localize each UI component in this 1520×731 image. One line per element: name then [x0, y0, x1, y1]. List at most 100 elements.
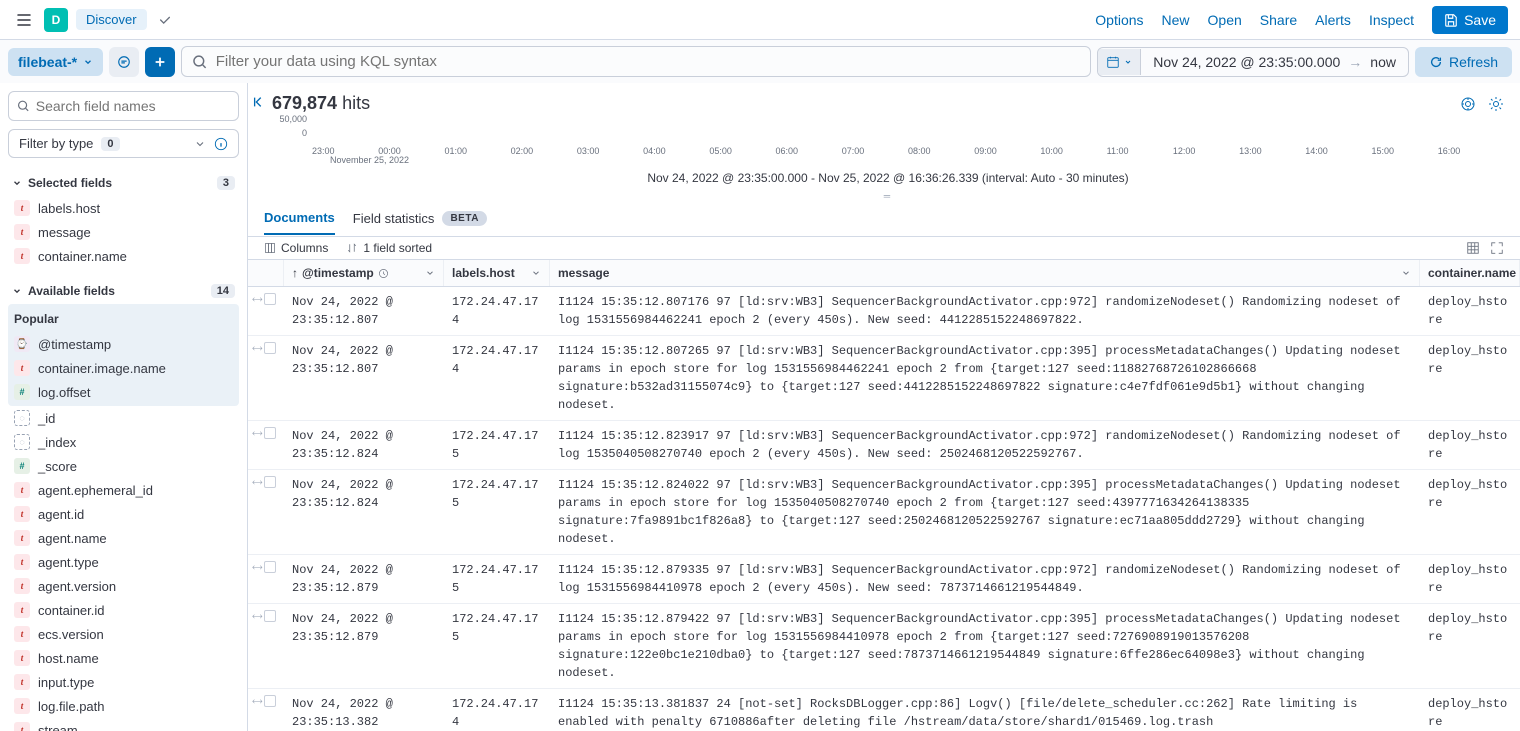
selected-fields-header[interactable]: Selected fields 3	[8, 170, 239, 196]
collapse-sidebar-button[interactable]	[248, 91, 270, 113]
field-item[interactable]: tstream	[8, 718, 239, 731]
nav-inspect[interactable]: Inspect	[1369, 12, 1414, 28]
add-filter-button[interactable]	[145, 47, 175, 77]
menu-toggle[interactable]	[12, 8, 36, 32]
field-type-icon: t	[14, 530, 30, 546]
date-range-display[interactable]: Nov 24, 2022 @ 23:35:00.000 → now	[1141, 48, 1408, 76]
kql-input[interactable]	[216, 53, 1081, 70]
sort-button[interactable]: 1 field sorted	[346, 241, 432, 255]
field-name: container.id	[38, 603, 105, 618]
chevron-down-icon[interactable]	[531, 268, 541, 278]
date-calendar-button[interactable]	[1098, 49, 1141, 75]
cell-message: I1124 15:35:12.879422 97 [ld:srv:WB3] Se…	[550, 604, 1420, 688]
field-item[interactable]: thost.name	[8, 646, 239, 670]
expand-row-icon[interactable]: ⤢	[248, 609, 264, 625]
field-item[interactable]: tagent.version	[8, 574, 239, 598]
x-tick: 10:00	[1040, 146, 1106, 156]
chevron-down-icon[interactable]	[425, 268, 435, 278]
field-item[interactable]: tagent.type	[8, 550, 239, 574]
field-item[interactable]: tcontainer.name	[8, 244, 239, 268]
row-checkbox[interactable]	[264, 342, 276, 354]
chart-options-icon[interactable]	[1460, 96, 1476, 112]
field-item[interactable]: tinput.type	[8, 670, 239, 694]
nav-open[interactable]: Open	[1208, 12, 1242, 28]
available-fields-header[interactable]: Available fields 14	[8, 278, 239, 304]
grid-header-timestamp[interactable]: ↑@timestamp	[284, 260, 444, 286]
row-checkbox[interactable]	[264, 610, 276, 622]
index-pattern-selector[interactable]: filebeat-*	[8, 48, 103, 76]
nav-share[interactable]: Share	[1260, 12, 1297, 28]
expand-row-icon[interactable]: ⤢	[248, 694, 264, 710]
field-item[interactable]: tagent.id	[8, 502, 239, 526]
columns-button[interactable]: Columns	[264, 241, 328, 255]
chevron-down-icon	[12, 286, 22, 296]
cell-container: deploy_hstore	[1420, 689, 1520, 731]
filter-by-type[interactable]: Filter by type 0	[8, 129, 239, 158]
chevron-down-icon[interactable]	[1401, 268, 1411, 278]
gear-icon[interactable]	[1488, 96, 1504, 112]
expand-row-icon[interactable]: ⤢	[248, 475, 264, 491]
cell-container: deploy_hstore	[1420, 421, 1520, 469]
app-name-chip[interactable]: Discover	[76, 9, 147, 30]
field-name: agent.type	[38, 555, 99, 570]
check-icon[interactable]	[153, 8, 177, 32]
refresh-label: Refresh	[1449, 54, 1498, 70]
nav-options[interactable]: Options	[1095, 12, 1143, 28]
kql-search[interactable]	[181, 46, 1091, 77]
tab-field-statistics[interactable]: Field statistics	[353, 203, 435, 234]
field-search-input[interactable]	[36, 98, 230, 114]
columns-bar: Columns 1 field sorted	[248, 237, 1520, 260]
save-button[interactable]: Save	[1432, 6, 1508, 34]
grid-header-message[interactable]: message	[550, 260, 1420, 286]
field-item[interactable]: ◌_id	[8, 406, 239, 430]
field-search[interactable]	[8, 91, 239, 121]
field-name: container.name	[38, 249, 127, 264]
expand-row-icon[interactable]: ⤢	[248, 426, 264, 442]
grid-header-host[interactable]: labels.host	[444, 260, 550, 286]
grid-header-container[interactable]: container.name	[1420, 260, 1520, 286]
field-item[interactable]: tagent.ephemeral_id	[8, 478, 239, 502]
field-item[interactable]: tcontainer.id	[8, 598, 239, 622]
table-row: ⤢ Nov 24, 2022 @ 23:35:12.807 172.24.47.…	[248, 287, 1520, 336]
data-grid: ↑@timestamp labels.host message containe…	[248, 260, 1520, 731]
row-checkbox[interactable]	[264, 561, 276, 573]
filter-icon	[117, 55, 131, 69]
row-checkbox[interactable]	[264, 427, 276, 439]
field-item[interactable]: tlog.file.path	[8, 694, 239, 718]
info-icon[interactable]	[214, 137, 228, 151]
field-item[interactable]: tmessage	[8, 220, 239, 244]
field-item[interactable]: #log.offset	[8, 380, 239, 404]
field-item[interactable]: tagent.name	[8, 526, 239, 550]
tab-documents[interactable]: Documents	[264, 202, 335, 235]
resize-handle[interactable]: ═	[272, 191, 1504, 201]
grid-header-controls	[248, 260, 284, 286]
main-content: 679,874 hits 50,0000 23:0000:0001:0002:0…	[248, 83, 1520, 731]
field-item[interactable]: ⌚@timestamp	[8, 332, 239, 356]
field-item[interactable]: #_score	[8, 454, 239, 478]
row-checkbox[interactable]	[264, 695, 276, 707]
row-checkbox[interactable]	[264, 293, 276, 305]
field-item[interactable]: tlabels.host	[8, 196, 239, 220]
field-name: stream	[38, 723, 78, 731]
date-picker[interactable]: Nov 24, 2022 @ 23:35:00.000 → now	[1097, 47, 1409, 77]
cell-host: 172.24.47.174	[444, 287, 550, 335]
expand-row-icon[interactable]: ⤢	[248, 341, 264, 357]
field-item[interactable]: tcontainer.image.name	[8, 356, 239, 380]
filter-type-label: Filter by type	[19, 136, 93, 151]
grid-density-icon[interactable]	[1466, 241, 1480, 255]
field-type-icon: #	[14, 384, 30, 400]
cell-host: 172.24.47.175	[444, 604, 550, 688]
nav-new[interactable]: New	[1162, 12, 1190, 28]
cell-host: 172.24.47.175	[444, 470, 550, 554]
cell-message: I1124 15:35:12.823917 97 [ld:srv:WB3] Se…	[550, 421, 1420, 469]
expand-row-icon[interactable]: ⤢	[248, 292, 264, 308]
nav-alerts[interactable]: Alerts	[1315, 12, 1351, 28]
fullscreen-icon[interactable]	[1490, 241, 1504, 255]
expand-row-icon[interactable]: ⤢	[248, 560, 264, 576]
refresh-button[interactable]: Refresh	[1415, 47, 1512, 77]
filter-saved-button[interactable]	[109, 47, 139, 77]
x-tick: 14:00	[1305, 146, 1371, 156]
field-item[interactable]: tecs.version	[8, 622, 239, 646]
row-checkbox[interactable]	[264, 476, 276, 488]
field-item[interactable]: ◌_index	[8, 430, 239, 454]
